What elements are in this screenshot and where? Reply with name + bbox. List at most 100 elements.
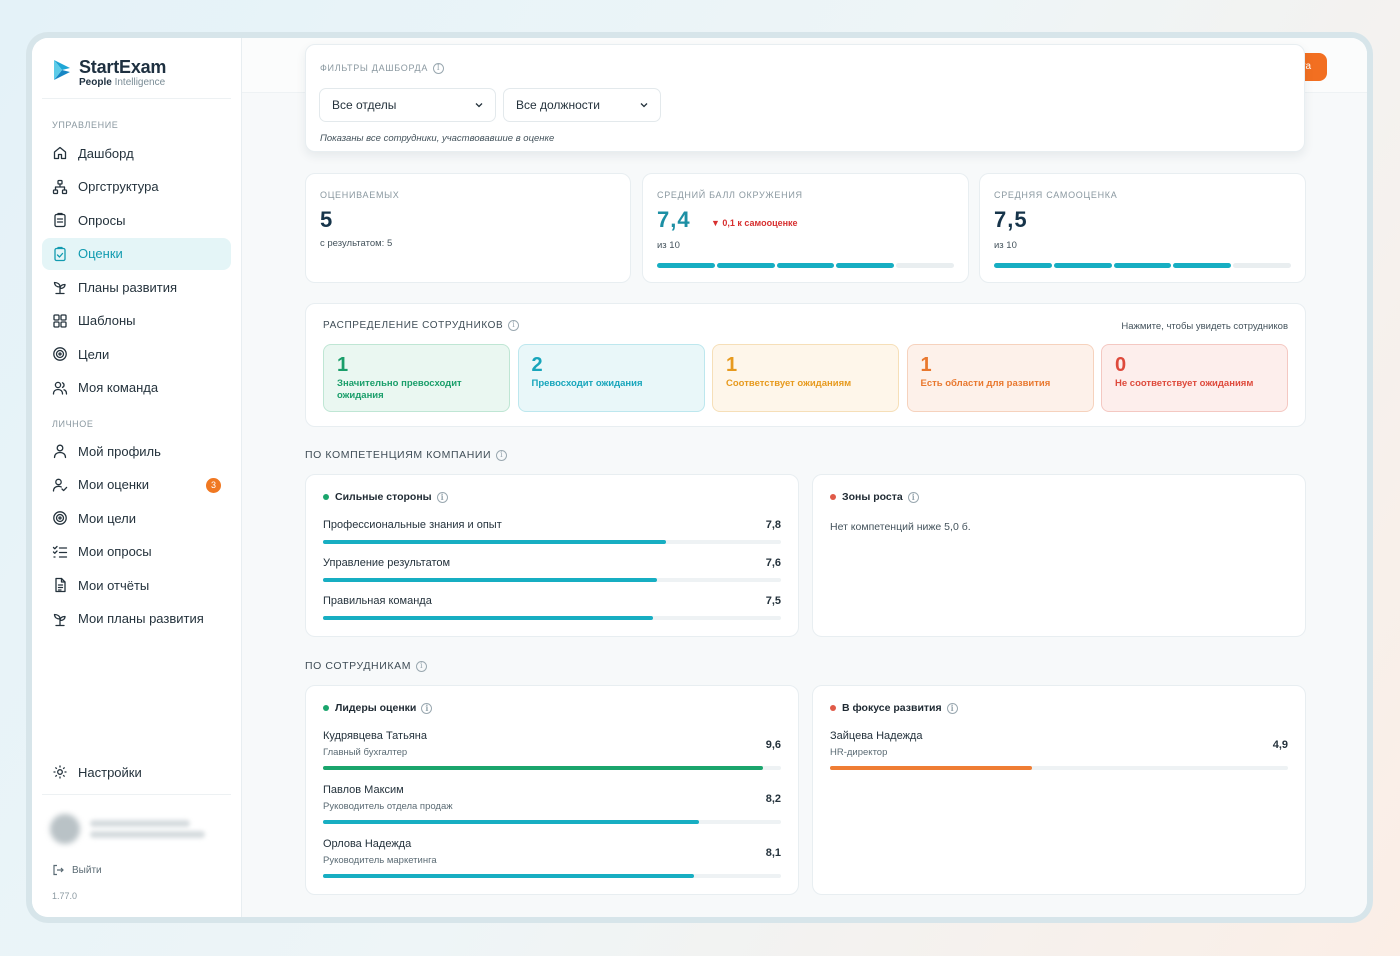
employee-role: Руководитель отдела продаж [323,801,453,812]
distribution-box-3[interactable]: 1 Есть области для развития [906,344,1094,412]
employee-name: Кудрявцева Татьяна [323,730,427,742]
leaders-title: Лидеры оценки [323,702,433,714]
brand-tagline: People Intelligence [79,77,166,88]
sidebar-item-settings[interactable]: Настройки [42,756,231,788]
strengths-panel: Сильные стороны Профессиональные знания … [305,474,799,637]
kpi-title: ОЦЕНИВАЕМЫХ [320,190,400,200]
sidebar-item-personal-1[interactable]: Мои оценки 3 [42,469,231,501]
logo[interactable]: StartExam People Intelligence [52,58,166,89]
info-icon[interactable] [416,660,428,672]
competency-name: Профессиональные знания и опыт [323,519,502,531]
kpi-sub: из 10 [657,240,680,251]
sidebar-item-personal-3[interactable]: Мои опросы [42,536,231,568]
logo-mark-icon [54,60,70,80]
employee-role: HR-директор [830,747,888,758]
position-select[interactable]: Все должности [503,88,661,122]
progress-segment [896,263,954,268]
info-icon[interactable] [433,63,445,75]
notification-badge: 3 [206,477,221,493]
distribution-hint: Нажмите, чтобы увидеть сотрудников [1121,321,1288,332]
home-icon [52,145,68,161]
sidebar-item-label: Цели [78,346,110,362]
kpi-value: 5 [320,207,334,232]
avatar [50,814,80,844]
distribution-box-0[interactable]: 1 Значительно превосходит ожидания [323,344,510,412]
sidebar-item-manage-1[interactable]: Оргструктура [42,171,231,203]
sidebar-item-personal-4[interactable]: Мои отчёты [42,569,231,601]
kpi-progress-bar [994,263,1291,268]
growth-zones-panel: Зоны роста Нет компетенций ниже 5,0 б. [812,474,1306,637]
sidebar-item-manage-0[interactable]: Дашборд [42,137,231,169]
sidebar-item-label: Мои цели [78,510,137,526]
focus-title: В фокусе развития [830,702,958,714]
logout-button[interactable]: Выйти [52,864,102,876]
kpi-sub: из 10 [994,240,1017,251]
app-version: 1.77.0 [52,891,78,901]
sidebar-item-label: Настройки [78,764,142,780]
info-icon[interactable] [421,702,433,714]
competency-bar-fill [323,540,666,544]
list-check-icon [52,544,68,560]
progress-segment [1173,263,1232,268]
sidebar-item-personal-2[interactable]: Мои цели [42,502,231,534]
distribution-box-4[interactable]: 0 Не соответствует ожиданиям [1101,344,1288,412]
department-select[interactable]: Все отделы [319,88,496,122]
sidebar-item-label: Дашборд [78,145,134,161]
info-icon[interactable] [436,491,448,503]
grid-icon [52,313,68,329]
brand-name: StartExam [79,57,167,77]
competency-score: 7,5 [765,595,781,607]
user-card-blurred[interactable] [50,814,205,844]
sidebar-item-label: Мои опросы [78,544,152,559]
employee-role: Главный бухгалтер [323,747,408,758]
kpi-title: СРЕДНЯЯ САМООЦЕНКА [994,190,1118,200]
sidebar-item-manage-5[interactable]: Шаблоны [42,305,231,337]
user-check-icon [52,477,68,493]
sidebar-item-manage-2[interactable]: Опросы [42,204,231,236]
distribution-label: Значительно превосходит ожидания [337,378,462,401]
distribution-box-2[interactable]: 1 Соответствует ожиданиям [712,344,899,412]
distribution-count: 1 [726,354,738,376]
employee-score: 8,2 [765,793,781,805]
sidebar-item-manage-7[interactable]: Моя команда [42,372,231,404]
sprout-icon [52,611,68,627]
distribution-box-1[interactable]: 2 Превосходит ожидания [517,344,705,412]
kpi-title: СРЕДНИЙ БАЛЛ ОКРУЖЕНИЯ [657,190,803,200]
sidebar-item-manage-4[interactable]: Планы развития [42,271,231,303]
employee-bar-track [323,766,781,770]
sidebar-item-label: Мой профиль [78,443,161,459]
sidebar-divider [42,98,231,99]
info-icon[interactable] [946,702,958,714]
employee-bar-track [830,766,1288,770]
distribution-label: Не соответствует ожиданиям [1115,378,1254,389]
sidebar-item-manage-3[interactable]: Оценки [42,237,231,270]
progress-segment [1113,263,1172,268]
employee-score: 9,6 [765,739,781,751]
distribution-label: Есть области для развития [920,378,1051,389]
sidebar-item-personal-5[interactable]: Мои планы развития [42,603,231,635]
leaders-panel: Лидеры оценки Кудрявцева Татьяна Главный … [305,685,799,895]
sidebar-item-label: Планы развития [78,279,177,295]
sidebar-item-label: Моя команда [78,380,159,395]
competency-name: Управление результатом [323,557,451,569]
competency-name: Правильная команда [323,595,432,607]
employee-name: Павлов Максим [323,784,404,796]
employee-name: Зайцева Надежда [830,730,923,742]
employee-score: 4,9 [1272,739,1288,751]
sidebar-section-manage: УПРАВЛЕНИЕ [52,120,119,130]
employee-bar-fill [323,766,763,770]
window-frame: StartExam People Intelligence УПРАВЛЕНИЕ… [26,32,1373,923]
info-icon[interactable] [907,491,919,503]
logout-icon [53,864,64,876]
distribution-title: РАСПРЕДЕЛЕНИЕ СОТРУДНИКОВ [323,320,520,331]
sidebar-item-label: Мои отчёты [78,577,150,593]
info-icon[interactable] [496,449,508,461]
users-icon [52,380,68,396]
distribution-count: 1 [920,354,932,376]
employee-role: Руководитель маркетинга [323,855,437,866]
user-name-blurred [90,816,205,842]
info-icon[interactable] [508,320,520,331]
filters-title: ФИЛЬТРЫ ДАШБОРДА [320,63,445,75]
sidebar-item-personal-0[interactable]: Мой профиль [42,435,231,467]
sidebar-item-manage-6[interactable]: Цели [42,338,231,370]
